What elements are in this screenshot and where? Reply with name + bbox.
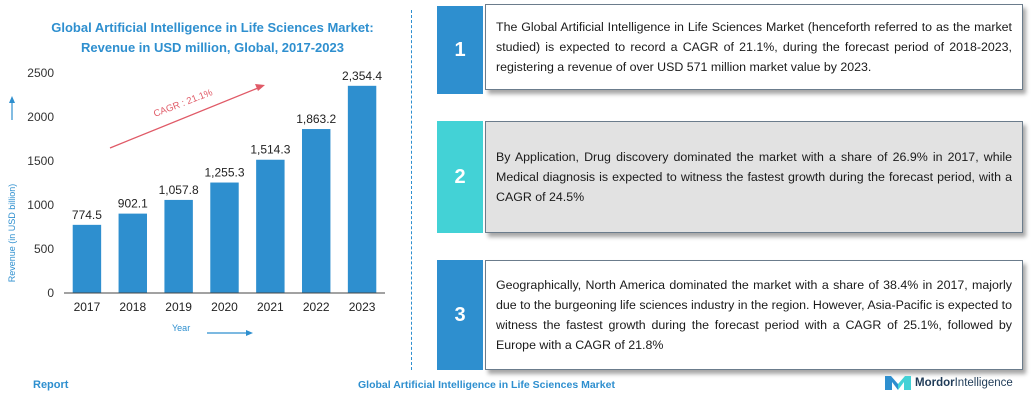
- mordor-intelligence-logo: MordorIntelligence: [885, 376, 1013, 390]
- x-tick-label-2019: 2019: [165, 300, 192, 314]
- x-tick-label-2021: 2021: [257, 300, 284, 314]
- divider: [411, 10, 412, 370]
- y-tick-label: 1500: [27, 154, 54, 168]
- value-label-2019: 1,057.8: [159, 183, 199, 197]
- value-labels: 774.5 902.1 1,057.8 1,255.3 1,514.3 1,863.2 2,…: [72, 69, 382, 222]
- card-text-box-3: Geographically, North America dominated …: [485, 260, 1023, 370]
- logo-word-2: Intelligence: [954, 377, 1013, 389]
- value-label-2018: 902.1: [118, 197, 148, 211]
- bar-2019: [164, 199, 193, 293]
- card-text-box-1: The Global Artificial Intelligence in Li…: [485, 4, 1023, 90]
- y-tick-label: 2500: [27, 66, 54, 80]
- value-label-2023: 2,354.4: [342, 69, 382, 83]
- value-label-2021: 1,514.3: [250, 143, 290, 157]
- value-label-2022: 1,863.2: [296, 112, 336, 126]
- cagr-arrow-icon: [109, 87, 259, 149]
- value-label-2020: 1,255.3: [204, 166, 244, 180]
- card-text-2: By Application, Drug discovery dominated…: [496, 150, 1012, 204]
- card-text-1: The Global Artificial Intelligence in Li…: [496, 20, 1012, 74]
- x-tick-label-2018: 2018: [119, 300, 146, 314]
- x-tick-label-2020: 2020: [211, 300, 238, 314]
- cagr-arrowhead-icon: [255, 84, 265, 91]
- chart-title-line1: Global Artificial Intelligence in Life S…: [51, 20, 374, 35]
- card-number-3: 3: [437, 260, 483, 370]
- y-tick-label: 500: [34, 242, 54, 256]
- bar-2020: [210, 182, 239, 293]
- logo-mark-icon: [885, 376, 911, 390]
- footer-report-label: Report: [33, 379, 69, 391]
- x-axis: 2017 2018 2019 2020 2021 2022 2023: [74, 300, 376, 314]
- y-axis-title: Revenue (in USD billion): [7, 184, 17, 283]
- bar-2023: [347, 85, 377, 293]
- y-axis: 0 500 1000 1500 2000 2500: [27, 66, 54, 300]
- card-number-1: 1: [437, 6, 483, 94]
- bar-2018: [118, 213, 148, 293]
- x-tick-label-2023: 2023: [349, 300, 376, 314]
- bar-2017: [72, 224, 102, 293]
- y-tick-label: 0: [47, 286, 54, 300]
- x-tick-label-2022: 2022: [303, 300, 330, 314]
- x-axis-title: Year: [172, 323, 190, 333]
- bar-2021: [256, 159, 285, 293]
- y-tick-label: 1000: [27, 198, 54, 212]
- value-label-2017: 774.5: [72, 208, 102, 222]
- footer-market-title: Global Artificial Intelligence in Life S…: [358, 379, 615, 391]
- logo-text: MordorIntelligence: [915, 377, 1013, 389]
- y-axis-arrowhead-icon: [9, 96, 15, 103]
- bars: [72, 85, 377, 293]
- insight-card-3: 3 Geographically, North America dominate…: [437, 260, 1023, 373]
- x-axis-arrowhead-icon: [246, 330, 253, 336]
- x-tick-label-2017: 2017: [74, 300, 101, 314]
- insight-card-2: 2 By Application, Drug discovery dominat…: [437, 121, 1023, 234]
- cagr-annotation: CAGR : 21.1%: [152, 87, 215, 120]
- y-tick-label: 2000: [27, 110, 54, 124]
- card-number-2: 2: [437, 121, 483, 233]
- card-text-3: Geographically, North America dominated …: [496, 278, 1012, 352]
- bar-2022: [301, 129, 331, 293]
- logo-word-1: Mordor: [915, 377, 955, 389]
- chart-title-line2: Revenue in USD million, Global, 2017-202…: [81, 40, 344, 55]
- card-text-box-2: By Application, Drug discovery dominated…: [485, 121, 1023, 233]
- insight-card-1: 1 The Global Artificial Intelligence in …: [437, 4, 1023, 117]
- bar-chart: 0 500 1000 1500 2000 2500 774.5 902.1 1,057.8 1,…: [7, 66, 385, 336]
- chart-title: Global Artificial Intelligence in Life S…: [30, 18, 395, 58]
